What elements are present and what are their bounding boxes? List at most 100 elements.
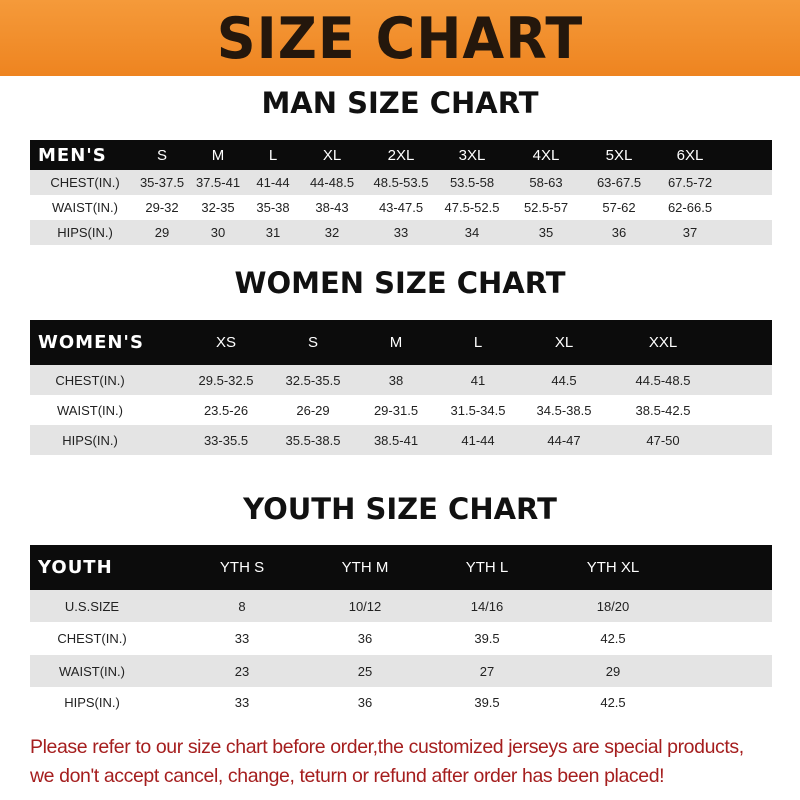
women-size-table: WOMEN'S XS S M L XL XXL CHEST(IN.) 29.5-32.5 32.5…	[30, 320, 772, 455]
size-value: 42.5	[600, 631, 626, 646]
size-value: 25	[357, 663, 373, 679]
men-size-table: MEN'S S M L XL 2XL 3XL 4XL 5XL 6XL CHEST(IN.) 35-37…	[30, 140, 772, 245]
size-value: 57-62	[602, 200, 636, 215]
size-value: 42.5	[600, 695, 626, 710]
page-title: SIZE CHART	[216, 4, 584, 72]
size-value: 44-47	[547, 432, 581, 448]
notice-line-1: Please refer to our size chart before or…	[30, 736, 744, 758]
size-header: XS	[215, 334, 237, 351]
notice-line-2: we don't accept cancel, change, teturn o…	[30, 765, 665, 787]
size-value: 32-35	[201, 200, 235, 215]
size-value: 37	[682, 225, 698, 240]
size-header: 6XL	[676, 146, 704, 164]
table-row: CHEST(IN.) 35-37.5 37.5-41 41-44 44-48.5 48.5…	[30, 170, 772, 195]
size-value: 63-67.5	[596, 175, 642, 190]
size-value: 33	[234, 695, 250, 710]
table-row: CHEST(IN.) 33 36 39.5 42.5	[30, 622, 772, 655]
youth-heading: YOUTH SIZE CHART	[243, 492, 557, 526]
row-label: HIPS(IN.)	[57, 225, 113, 240]
size-value: 8	[238, 598, 246, 614]
size-value: 48.5-53.5	[373, 175, 429, 190]
size-value: 35.5-38.5	[285, 432, 341, 448]
size-value: 36	[611, 225, 627, 240]
size-header: YTH L	[465, 559, 509, 576]
size-value: 36	[357, 631, 373, 646]
size-value: 33-35.5	[203, 432, 249, 448]
women-heading: WOMEN SIZE CHART	[234, 266, 566, 300]
size-value: 44.5	[551, 372, 577, 388]
size-value: 26-29	[296, 402, 330, 418]
size-header: YTH XL	[586, 559, 640, 576]
size-header: M	[389, 334, 403, 351]
size-value: 62-66.5	[667, 200, 713, 215]
size-value: 44-48.5	[309, 175, 355, 190]
size-value: 38.5-41	[373, 432, 419, 448]
size-value: 47.5-52.5	[444, 200, 500, 215]
size-value: 38	[388, 372, 404, 388]
table-row: WAIST(IN.) 23.5-26 26-29 29-31.5 31.5-34.5 34…	[30, 395, 772, 425]
table-row: HIPS(IN.) 33-35.5 35.5-38.5 38.5-41 41-44 44-…	[30, 425, 772, 455]
row-label: U.S.SIZE	[64, 598, 120, 614]
size-header: M	[211, 146, 225, 164]
size-value: 29.5-32.5	[198, 372, 254, 388]
size-value: 41-44	[461, 432, 495, 448]
row-label: HIPS(IN.)	[62, 432, 118, 448]
size-value: 52.5-57	[523, 200, 569, 215]
header-row: MEN'S S M L XL 2XL 3XL 4XL 5XL 6XL	[30, 140, 772, 170]
row-label: WAIST(IN.)	[59, 663, 125, 679]
size-value: 38.5-42.5	[635, 402, 691, 418]
order-notice: Please refer to our size chart before or…	[30, 733, 790, 791]
size-value: 67.5-72	[667, 175, 713, 190]
size-header: S	[307, 334, 319, 351]
table-row: WAIST(IN.) 23 25 27 29	[30, 655, 772, 687]
size-value: 34	[464, 225, 480, 240]
size-header: S	[156, 146, 168, 164]
size-header: YTH M	[341, 559, 389, 576]
size-value: 44.5-48.5	[635, 372, 691, 388]
size-value: 29	[154, 225, 170, 240]
size-value: 35-37.5	[139, 175, 185, 190]
size-header: L	[268, 146, 278, 164]
row-label: WAIST(IN.)	[52, 200, 118, 215]
size-value: 23	[234, 663, 250, 679]
size-header: XXL	[648, 334, 678, 351]
size-value: 58-63	[529, 175, 563, 190]
row-label: WAIST(IN.)	[57, 402, 123, 418]
header-row: YOUTH YTH S YTH M YTH L YTH XL	[30, 545, 772, 590]
size-value: 18/20	[596, 598, 630, 614]
row-label: CHEST(IN.)	[55, 372, 125, 388]
size-value: 27	[479, 663, 495, 679]
table-row: HIPS(IN.) 29 30 31 32 33 34 35 36 37	[30, 220, 772, 245]
size-value: 43-47.5	[378, 200, 424, 215]
size-value: 31	[265, 225, 281, 240]
size-value: 36	[357, 695, 373, 710]
size-value: 30	[210, 225, 226, 240]
table-row: HIPS(IN.) 33 36 39.5 42.5	[30, 687, 772, 718]
size-value: 32	[324, 225, 340, 240]
table-title-cell: WOMEN'S	[38, 332, 144, 353]
header-row: WOMEN'S XS S M L XL XXL	[30, 320, 772, 365]
size-header: L	[473, 334, 483, 351]
size-value: 53.5-58	[449, 175, 495, 190]
size-header: 3XL	[458, 146, 486, 164]
table-row: CHEST(IN.) 29.5-32.5 32.5-35.5 38 41 44.5 44.5…	[30, 365, 772, 395]
size-value: 33	[234, 631, 250, 646]
table-title-cell: YOUTH	[38, 557, 113, 578]
size-value: 29-31.5	[373, 402, 419, 418]
men-heading: MAN SIZE CHART	[261, 86, 539, 120]
size-value: 41	[470, 372, 486, 388]
size-value: 14/16	[470, 598, 504, 614]
size-value: 33	[393, 225, 409, 240]
size-value: 39.5	[474, 631, 500, 646]
size-value: 31.5-34.5	[450, 402, 506, 418]
size-value: 38-43	[315, 200, 349, 215]
youth-size-table: YOUTH YTH S YTH M YTH L YTH XL U.S.SIZE 8 10/12…	[30, 545, 772, 718]
size-value: 10/12	[348, 598, 382, 614]
size-value: 32.5-35.5	[285, 372, 341, 388]
size-header: 4XL	[532, 146, 560, 164]
row-label: HIPS(IN.)	[64, 695, 120, 710]
size-header: XL	[322, 146, 342, 164]
size-value: 39.5	[474, 695, 500, 710]
size-header: XL	[554, 334, 574, 351]
table-row: WAIST(IN.) 29-32 32-35 35-38 38-43 43-47.5 47.…	[30, 195, 772, 220]
